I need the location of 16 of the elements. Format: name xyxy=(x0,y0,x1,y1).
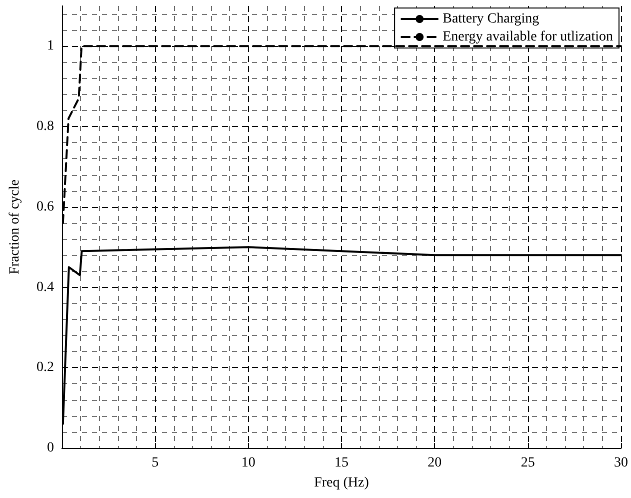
x-tick-label: 10 xyxy=(241,456,256,470)
x-tick-label: 20 xyxy=(428,456,442,470)
x-tick-label: 15 xyxy=(334,456,348,470)
x-tick-label: 5 xyxy=(152,456,159,470)
y-tick-label: 0.8 xyxy=(36,119,54,134)
y-axis-title: Fraction of cycle xyxy=(8,180,22,274)
y-tick-label: 0.4 xyxy=(36,280,54,295)
legend-label: Battery Charging xyxy=(442,12,540,26)
y-tick-label: 0 xyxy=(47,440,54,456)
y-tick-label: 0.2 xyxy=(36,360,54,376)
legend-label: Energy available for utlization xyxy=(442,30,614,44)
x-tick-label: 30 xyxy=(614,456,628,470)
y-tick-label: 1 xyxy=(47,38,54,54)
y-tick-label: 0.6 xyxy=(36,199,54,214)
x-tick-label: 25 xyxy=(520,456,535,470)
x-axis-title: Freq (Hz) xyxy=(314,476,370,490)
